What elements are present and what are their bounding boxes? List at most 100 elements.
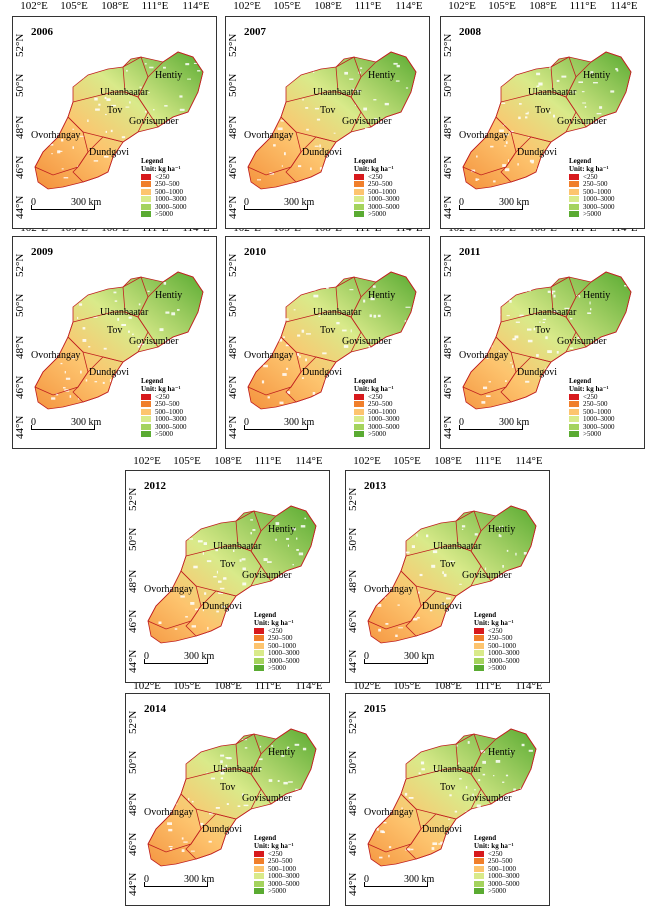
legend-entry: 1000–3000: [354, 195, 400, 203]
latitude-axis: 44°N 46°N 48°N 50°N 52°N: [346, 471, 360, 682]
latitude-label: 46°N: [227, 375, 239, 399]
latitude-label: 50°N: [347, 527, 359, 551]
panel-year: 2014: [144, 703, 166, 715]
scale-bar: 0 300 km: [364, 874, 444, 890]
map-panel-2009: 44°N 46°N 48°N 50°N 52°N 2009 Hentiy Ulaanbaata…: [12, 236, 217, 449]
legend-entry: >5000: [474, 887, 520, 896]
latitude-axis: 44°N 46°N 48°N 50°N 52°N: [346, 694, 360, 905]
region-label: Hentiy: [488, 524, 516, 535]
region-boundary: [137, 51, 204, 128]
legend-swatch: [474, 873, 484, 880]
longitude-label: 108°E: [434, 680, 462, 692]
longitude-label: 102°E: [133, 680, 161, 692]
longitude-label: 105°E: [488, 0, 516, 12]
legend-swatch: [474, 865, 484, 872]
legend-swatch: [141, 431, 151, 438]
region-label: Hentiy: [488, 747, 516, 758]
scale-line: [364, 659, 428, 664]
longitude-label: 105°E: [393, 680, 421, 692]
region-label: Hentiy: [268, 524, 296, 535]
latitude-label: 52°N: [227, 253, 239, 277]
latitude-label: 44°N: [347, 649, 359, 673]
region-boundary: [500, 136, 552, 183]
legend-swatch: [354, 416, 364, 423]
latitude-label: 52°N: [227, 33, 239, 57]
legend-swatch: [569, 416, 579, 423]
region-boundary: [72, 356, 124, 403]
region-label: Dundgovi: [202, 601, 242, 612]
region-boundary: [350, 51, 417, 128]
region-label: Dundgovi: [302, 367, 342, 378]
region-boundary: [247, 116, 302, 176]
latitude-label: 52°N: [442, 253, 454, 277]
legend-label: <250: [488, 849, 503, 858]
legend: Legend Unit: kg ha⁻¹ <250 250–500 500–1000 10…: [569, 377, 615, 438]
map-panel-2007: 44°N 46°N 48°N 50°N 52°N 2007 Hentiy Ulaanbaata…: [225, 16, 430, 229]
region-label: Govisumber: [557, 336, 607, 347]
scale-line: [31, 425, 95, 430]
region-label: Tov: [440, 782, 456, 793]
legend-entry: 3000–5000: [141, 203, 187, 211]
scale-zero: 0: [144, 874, 149, 885]
yield-map: [247, 51, 417, 190]
region-boundary: [565, 51, 632, 128]
longitude-label: 114°E: [515, 455, 543, 467]
legend-title: Legend: [474, 834, 497, 842]
panel-year: 2007: [244, 26, 266, 38]
region-boundary: [250, 728, 317, 805]
legend-swatch: [354, 408, 364, 415]
longitude-label: 114°E: [610, 0, 638, 12]
longitude-axis: 102°E 105°E 108°E 111°E 114°E: [225, 0, 430, 14]
legend-entry: 3000–5000: [474, 657, 520, 665]
legend-entry: <250: [141, 393, 187, 401]
legend-swatch: [254, 657, 264, 664]
panel-year: 2010: [244, 246, 266, 258]
region-label: Ovorhangay: [31, 130, 81, 141]
legend-swatch: [354, 196, 364, 203]
legend-label: 500–1000: [583, 187, 611, 196]
legend-entry: 1000–3000: [141, 195, 187, 203]
panel-year: 2011: [459, 246, 481, 258]
yield-map: [462, 51, 632, 190]
legend-entry: 3000–5000: [569, 203, 615, 211]
legend-entry: 1000–3000: [254, 872, 300, 880]
region-label: Dundgovi: [202, 824, 242, 835]
legend-entry: 3000–5000: [474, 880, 520, 888]
scale-distance: 300 km: [184, 874, 215, 885]
region-label: Tov: [535, 325, 551, 336]
latitude-label: 52°N: [127, 710, 139, 734]
legend-swatch: [474, 635, 484, 642]
longitude-label: 114°E: [295, 455, 323, 467]
region-label: Dundgovi: [89, 147, 129, 158]
legend-entry: 500–1000: [254, 642, 300, 650]
region-label: Ulaanbaatar: [528, 307, 577, 318]
scale-distance: 300 km: [184, 651, 215, 662]
latitude-label: 50°N: [227, 73, 239, 97]
legend-label: >5000: [583, 210, 601, 219]
legend-label: >5000: [488, 887, 506, 896]
region-label: Dundgovi: [422, 824, 462, 835]
legend-label: >5000: [368, 430, 386, 439]
legend-label: 3000–5000: [583, 422, 615, 431]
region-label: Ovorhangay: [144, 584, 194, 595]
region-label: Tov: [220, 782, 236, 793]
latitude-axis: 44°N 46°N 48°N 50°N 52°N: [13, 17, 27, 228]
longitude-label: 108°E: [314, 0, 342, 12]
region-boundary: [34, 336, 89, 396]
legend-label: 1000–3000: [488, 649, 520, 658]
region-boundary: [405, 813, 457, 860]
longitude-axis: 102°E 105°E 108°E 111°E 114°E: [440, 0, 645, 14]
scale-distance: 300 km: [71, 197, 102, 208]
legend: Legend Unit: kg ha⁻¹ <250 250–500 500–1000 10…: [254, 611, 300, 672]
legend-label: 1000–3000: [488, 872, 520, 881]
legend-unit: Unit: kg ha⁻¹: [569, 165, 609, 173]
map-panel-2006: 44°N 46°N 48°N 50°N 52°N 2006 Hentiy Ulaanbaata…: [12, 16, 217, 229]
scale-line: [144, 882, 208, 887]
legend-swatch: [254, 665, 264, 672]
legend-swatch: [254, 858, 264, 865]
latitude-label: 48°N: [227, 115, 239, 139]
legend-label: 250–500: [488, 857, 513, 866]
latitude-label: 46°N: [347, 609, 359, 633]
scale-distance: 300 km: [71, 417, 102, 428]
legend-swatch: [141, 173, 151, 180]
